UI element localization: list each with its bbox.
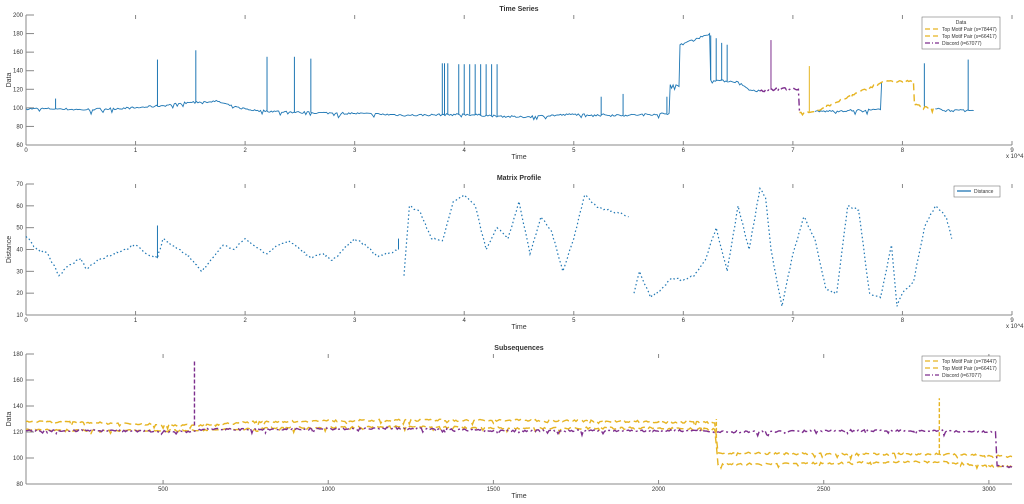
chart-title: Matrix Profile [497, 175, 541, 182]
x-tick-label: 1000 [322, 487, 336, 493]
legend-box [921, 16, 1001, 50]
legend-entry: Data [956, 20, 967, 26]
x-tick-label: 6 [682, 318, 686, 324]
x-tick-label: 7 [791, 318, 795, 324]
x-tick-label: 8 [901, 148, 905, 154]
y-tick-label: 180 [13, 32, 24, 38]
y-tick-label: 140 [13, 404, 24, 410]
subplot-time-series: Time Series Time Data 0 1 2 3 4 5 6 7 8 9 60 80 100 120 1… [6, 6, 1024, 161]
y-tick-label: 50 [16, 226, 23, 232]
x-tick-label: 3 [353, 148, 357, 154]
series-line-0 [25, 186, 953, 307]
legend-entry: Top Motif Pair (s=66417) [942, 366, 997, 372]
x-tick-label: 3 [353, 318, 357, 324]
y-tick-label: 30 [16, 269, 23, 275]
x-axis-label: Time [511, 324, 526, 331]
x-tick-label: 1 [134, 148, 138, 154]
y-tick-label: 160 [13, 50, 24, 56]
x-tick-label: 5 [572, 318, 576, 324]
legend: Top Motif Pair (s=78447)Top Motif Pair (… [921, 355, 1001, 382]
x-tick-label: 7 [791, 148, 795, 154]
series-line-3 [799, 79, 936, 117]
x-tick-label: 1500 [487, 487, 501, 493]
legend-entry: Distance [974, 189, 994, 195]
chart-title: Subsequences [494, 345, 544, 352]
x-multiplier: x 10^4 [1006, 154, 1024, 160]
y-tick-label: 80 [16, 482, 23, 488]
series-line-1 [814, 82, 883, 116]
subplot-matrix-profile: Matrix Profile Time Distance 0 1 2 3 4 5 6 7 8 9 10 20… [6, 175, 1024, 331]
x-tick-label: 6 [682, 148, 686, 154]
x-tick-label: 9 [1010, 148, 1014, 154]
y-tick-label: 120 [13, 87, 24, 93]
y-tick-label: 140 [13, 69, 24, 75]
y-tick-label: 80 [16, 124, 23, 130]
y-tick-label: 100 [13, 106, 24, 112]
y-axis-label: Data [6, 412, 13, 427]
y-tick-label: 60 [16, 204, 23, 210]
x-tick-label: 5 [572, 148, 576, 154]
legend-entry: Discord (i=67077) [942, 41, 982, 47]
x-tick-label: 4 [463, 148, 467, 154]
x-axis-label: Time [511, 493, 526, 500]
x-tick-label: 2000 [652, 487, 666, 493]
y-tick-label: 20 [16, 291, 23, 297]
legend-entry: Discord (i=67077) [942, 373, 982, 379]
legend-entry: Top Motif Pair (s=66417) [942, 34, 997, 40]
y-tick-label: 60 [16, 143, 23, 149]
x-tick-label: 3000 [982, 487, 996, 493]
y-tick-label: 160 [13, 378, 24, 384]
y-axis-label: Data [6, 73, 13, 88]
x-tick-label: 4 [463, 318, 467, 324]
x-tick-label: 500 [158, 487, 169, 493]
x-tick-label: 9 [1010, 318, 1014, 324]
y-tick-label: 180 [13, 352, 24, 358]
x-tick-label: 8 [901, 318, 905, 324]
chart-title: Time Series [499, 6, 538, 13]
series-line-1 [25, 425, 1013, 471]
series-line-2 [935, 107, 974, 113]
legend-box [953, 185, 1001, 198]
x-tick-label: 0 [24, 148, 28, 154]
x-tick-label: 2 [243, 318, 247, 324]
series-line-2 [25, 426, 1013, 469]
series-line-4 [759, 86, 801, 113]
legend: Distance [953, 185, 1001, 198]
y-tick-label: 200 [13, 13, 24, 19]
y-tick-label: 70 [16, 182, 23, 188]
x-tick-label: 1 [134, 318, 138, 324]
series-line-0 [25, 418, 1013, 462]
legend-entry: Top Motif Pair (s=78447) [942, 359, 997, 365]
legend-entry: Top Motif Pair (s=78447) [942, 27, 997, 33]
y-tick-label: 120 [13, 430, 24, 436]
x-multiplier: x 10^4 [1006, 324, 1024, 330]
x-tick-label: 2500 [817, 487, 831, 493]
x-tick-label: 2 [243, 148, 247, 154]
x-tick-label: 0 [24, 318, 28, 324]
y-tick-label: 100 [13, 456, 24, 462]
x-axis-label: Time [511, 154, 526, 161]
series-line-0 [25, 32, 761, 121]
subplot-subsequences: Subsequences Time Data 500 1000 1500 2000 2500 3… [6, 345, 1013, 500]
y-axis-label: Distance [6, 236, 13, 263]
y-tick-label: 40 [16, 248, 23, 254]
y-tick-label: 10 [16, 313, 23, 319]
